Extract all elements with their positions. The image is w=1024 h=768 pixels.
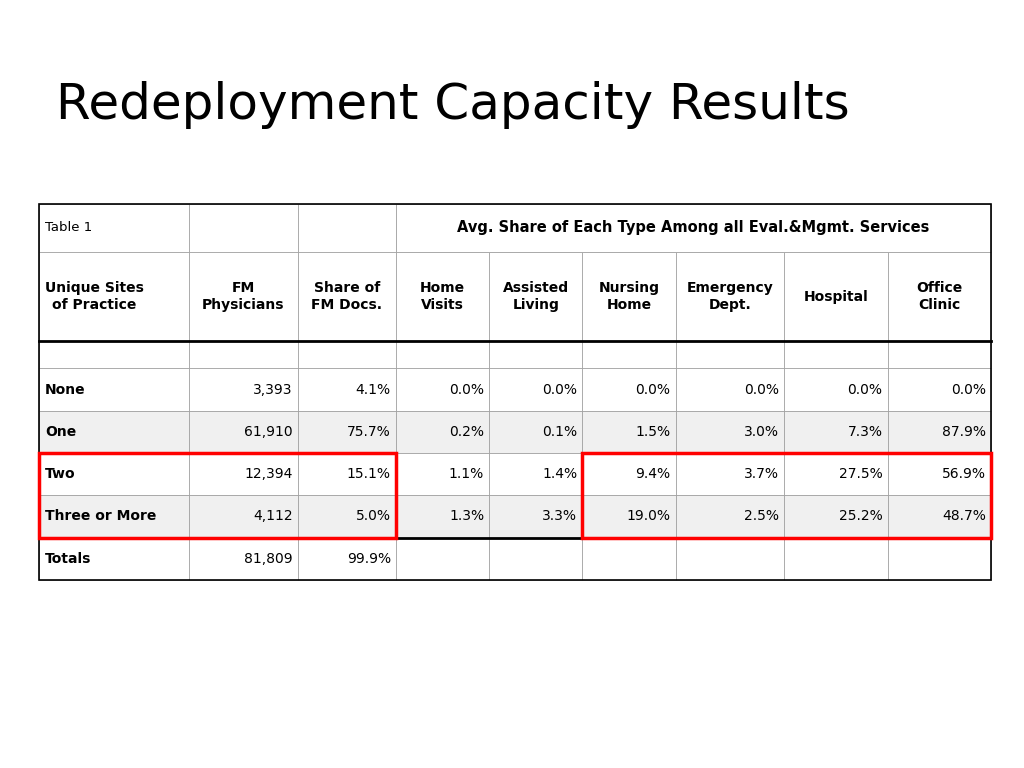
- Text: 4,112: 4,112: [253, 509, 293, 524]
- Text: Hospital: Hospital: [804, 290, 868, 303]
- Text: Two: Two: [45, 467, 76, 481]
- Text: Totals: Totals: [45, 551, 91, 566]
- Text: Emergency
Dept.: Emergency Dept.: [686, 280, 773, 313]
- Text: 56.9%: 56.9%: [942, 467, 986, 481]
- Text: 0.0%: 0.0%: [450, 382, 484, 396]
- Text: Three or More: Three or More: [45, 509, 157, 524]
- Text: 1.4%: 1.4%: [542, 467, 578, 481]
- Text: One: One: [45, 425, 77, 439]
- Text: 81,809: 81,809: [244, 551, 293, 566]
- Text: 7.3%: 7.3%: [848, 425, 883, 439]
- Text: 48.7%: 48.7%: [942, 509, 986, 524]
- Text: 0.0%: 0.0%: [744, 382, 779, 396]
- Text: FM
Physicians: FM Physicians: [202, 280, 285, 313]
- Text: Avg. Share of Each Type Among all Eval.&Mgmt. Services: Avg. Share of Each Type Among all Eval.&…: [458, 220, 930, 235]
- Text: 0.1%: 0.1%: [542, 425, 578, 439]
- Text: 3,393: 3,393: [253, 382, 293, 396]
- Text: Table 1: Table 1: [45, 221, 92, 234]
- Text: 1.5%: 1.5%: [635, 425, 671, 439]
- Text: 0.0%: 0.0%: [543, 382, 578, 396]
- Text: Redeployment Capacity Results: Redeployment Capacity Results: [56, 81, 850, 128]
- Text: 4.1%: 4.1%: [355, 382, 391, 396]
- Text: Share of
FM Docs.: Share of FM Docs.: [311, 280, 382, 313]
- Text: 1.1%: 1.1%: [449, 467, 484, 481]
- Text: 3.3%: 3.3%: [543, 509, 578, 524]
- Text: Assisted
Living: Assisted Living: [503, 280, 569, 313]
- Text: 25.2%: 25.2%: [839, 509, 883, 524]
- Text: Nursing
Home: Nursing Home: [598, 280, 659, 313]
- Text: 0.0%: 0.0%: [951, 382, 986, 396]
- Text: 87.9%: 87.9%: [942, 425, 986, 439]
- Text: 61,910: 61,910: [244, 425, 293, 439]
- Text: 0.0%: 0.0%: [636, 382, 671, 396]
- Text: Home
Visits: Home Visits: [420, 280, 465, 313]
- Text: 75.7%: 75.7%: [347, 425, 391, 439]
- Text: 27.5%: 27.5%: [839, 467, 883, 481]
- Text: 0.0%: 0.0%: [848, 382, 883, 396]
- Text: 3.0%: 3.0%: [744, 425, 779, 439]
- Text: 19.0%: 19.0%: [627, 509, 671, 524]
- Text: None: None: [45, 382, 86, 396]
- Text: 9.4%: 9.4%: [635, 467, 671, 481]
- Text: 2.5%: 2.5%: [744, 509, 779, 524]
- Text: 99.9%: 99.9%: [347, 551, 391, 566]
- Text: 3.7%: 3.7%: [744, 467, 779, 481]
- Text: 5.0%: 5.0%: [356, 509, 391, 524]
- Text: 1.3%: 1.3%: [449, 509, 484, 524]
- Text: Unique Sites
of Practice: Unique Sites of Practice: [45, 280, 144, 313]
- Text: 15.1%: 15.1%: [347, 467, 391, 481]
- Text: Office
Clinic: Office Clinic: [916, 280, 963, 313]
- Text: 0.2%: 0.2%: [450, 425, 484, 439]
- Text: 12,394: 12,394: [244, 467, 293, 481]
